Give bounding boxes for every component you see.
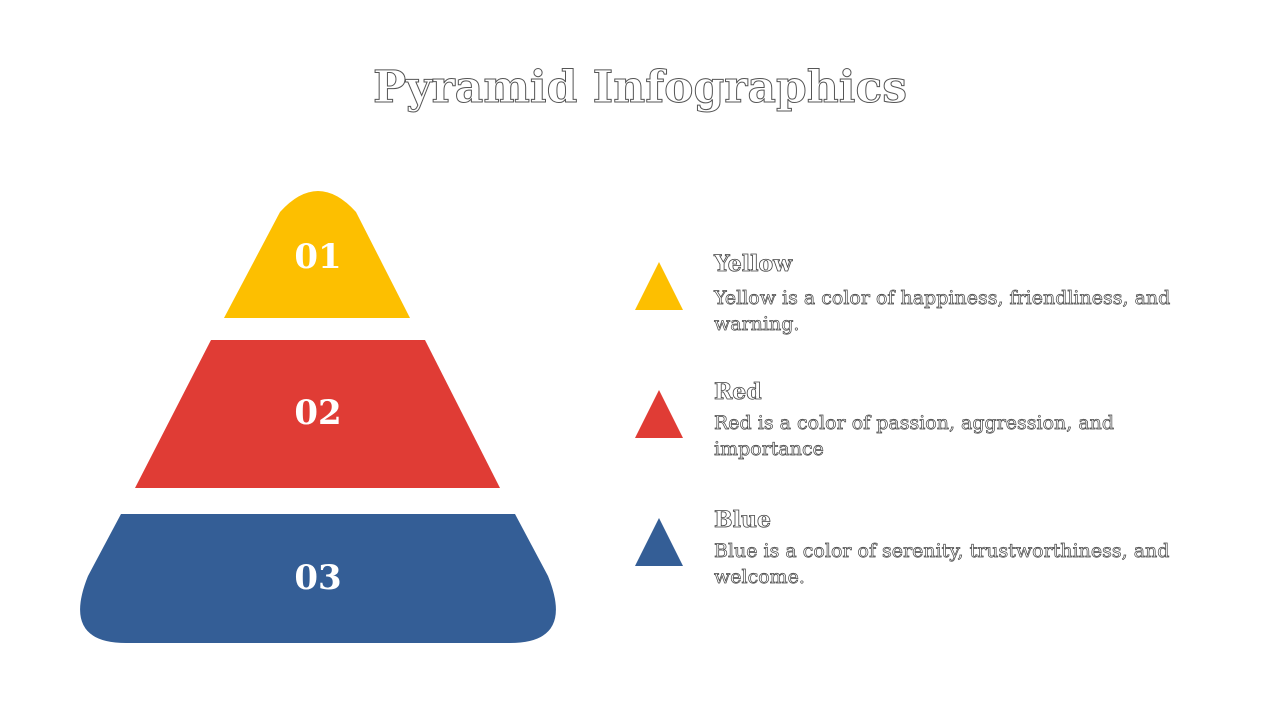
- level-number: 01: [294, 237, 341, 277]
- item-description: Red is a color of passion, aggression, a…: [714, 412, 1115, 461]
- legend-icon: [635, 262, 683, 310]
- slide-title: Pyramid Infographics: [372, 62, 908, 114]
- item-heading: Red: [714, 379, 762, 406]
- item-heading: Yellow: [714, 251, 793, 278]
- item-heading: Blue: [714, 507, 772, 534]
- pyramid-level-1: [224, 191, 410, 318]
- item-description: Blue is a color of serenity, trustworthi…: [714, 540, 1170, 589]
- legend-icon: [635, 518, 683, 566]
- level-number: 03: [294, 558, 341, 598]
- legend-icon: [635, 390, 683, 438]
- level-number: 02: [294, 393, 341, 433]
- pyramid-level-3: [80, 514, 556, 643]
- item-description: Yellow is a color of happiness, friendli…: [714, 287, 1171, 336]
- pyramid-level-2: [135, 340, 500, 488]
